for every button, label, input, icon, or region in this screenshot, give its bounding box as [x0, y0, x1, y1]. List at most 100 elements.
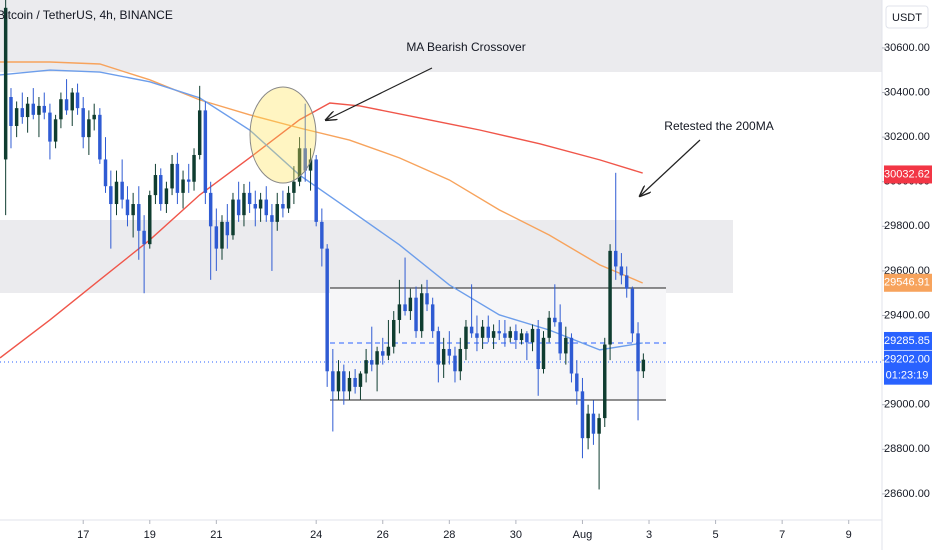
- candle-body: [336, 371, 341, 392]
- candle-body: [358, 373, 363, 387]
- candle-body: [42, 105, 46, 113]
- price-label: [884, 165, 932, 184]
- candle-body: [242, 192, 246, 216]
- candle-body: [148, 195, 152, 245]
- moving-average: [0, 69, 643, 351]
- candle-body: [525, 333, 529, 343]
- resistance-zone: [0, 0, 882, 72]
- candle-body: [264, 199, 268, 216]
- candle-body: [608, 250, 612, 345]
- candle-body: [87, 119, 91, 138]
- candle-body: [231, 199, 235, 236]
- candle-body: [153, 175, 158, 196]
- plot: [0, 0, 646, 490]
- candle-body: [636, 333, 640, 372]
- candle-body: [120, 181, 124, 200]
- candle-body: [414, 297, 418, 332]
- candle-body: [186, 179, 191, 182]
- candle-body: [208, 192, 213, 227]
- axes: 28600.0028800.0029000.0029200.0029400.00…: [77, 42, 932, 541]
- candle-body: [137, 204, 141, 231]
- crossover-circle: [249, 86, 317, 184]
- candle-body: [81, 108, 85, 138]
- candle-body: [530, 328, 535, 343]
- y-tick-label: 30600.00: [884, 42, 930, 54]
- candle-body: [392, 319, 396, 347]
- candle-body: [25, 103, 30, 118]
- candle-body: [624, 275, 629, 289]
- candle-body: [475, 333, 479, 338]
- x-tick-label: 7: [779, 529, 785, 541]
- candle-body: [519, 333, 524, 341]
- candle-body: [125, 199, 130, 216]
- candle-body: [258, 199, 263, 209]
- candle-body: [441, 348, 446, 365]
- price-label-text: 30032.62: [884, 168, 930, 180]
- candle-body: [3, 7, 8, 160]
- price-label-text: 29546.91: [884, 277, 930, 289]
- candle-body: [275, 204, 279, 222]
- y-tick-label: 30400.00: [884, 86, 930, 98]
- candle-body: [203, 110, 208, 193]
- candle-body: [181, 179, 185, 193]
- y-tick-label: 29000.00: [884, 399, 930, 411]
- candle-body: [370, 360, 374, 365]
- candle-body: [220, 221, 224, 249]
- x-tick-label: 3: [646, 529, 652, 541]
- x-tick-label: Aug: [573, 529, 593, 541]
- candle-body: [586, 413, 590, 439]
- candle-body: [314, 159, 318, 222]
- arrow: [326, 67, 433, 120]
- candle-body: [503, 333, 507, 338]
- candle-body: [553, 317, 557, 323]
- price-label: [884, 350, 932, 385]
- moving-average: [0, 102, 643, 359]
- candle-body: [159, 175, 163, 205]
- candle-body: [270, 215, 274, 222]
- candle-body: [92, 114, 96, 120]
- candle-body: [541, 337, 546, 370]
- candle-body: [353, 377, 357, 387]
- annotation: Retested the 200MA: [664, 119, 773, 133]
- candle-body: [597, 418, 601, 434]
- x-tick-label: 30: [510, 529, 522, 541]
- supply-zone: [0, 220, 733, 293]
- candle-body: [497, 331, 501, 334]
- candle-body: [103, 159, 108, 187]
- candle-body: [580, 391, 585, 439]
- candle-body: [447, 348, 452, 356]
- currency-box[interactable]: [885, 5, 929, 29]
- x-axis-area: [0, 520, 882, 550]
- x-tick-label: 24: [310, 529, 322, 541]
- candle-body: [453, 355, 457, 372]
- arrow: [640, 139, 701, 196]
- candle-body: [569, 337, 574, 374]
- candle-body: [247, 192, 252, 205]
- price-label: [884, 331, 932, 350]
- candle-body: [164, 188, 169, 205]
- candle-body: [292, 181, 296, 193]
- candle-body: [381, 351, 385, 356]
- price-label-text: 29285.85: [884, 335, 930, 347]
- candle-body: [236, 199, 241, 216]
- annotation: MA Bearish Crossover: [406, 40, 525, 54]
- candle-body: [308, 159, 313, 171]
- moving-average: [0, 61, 643, 284]
- candle-body: [98, 114, 102, 160]
- price-label-text: 29202.00: [884, 354, 930, 366]
- candle-body: [297, 148, 302, 182]
- candle-body: [458, 348, 463, 372]
- candle-body: [464, 326, 468, 349]
- candle-body: [325, 248, 329, 372]
- y-tick-label: 30200.00: [884, 131, 930, 143]
- candle-body: [331, 371, 335, 392]
- candle-body: [364, 360, 368, 374]
- range-box: [330, 288, 666, 400]
- candle-body: [197, 110, 202, 155]
- candle-body: [281, 204, 285, 209]
- y-tick-label: 28800.00: [884, 443, 930, 455]
- candle-body: [564, 337, 568, 354]
- x-tick-label: 19: [144, 529, 156, 541]
- candle-body: [142, 230, 146, 245]
- x-tick-label: 17: [77, 529, 89, 541]
